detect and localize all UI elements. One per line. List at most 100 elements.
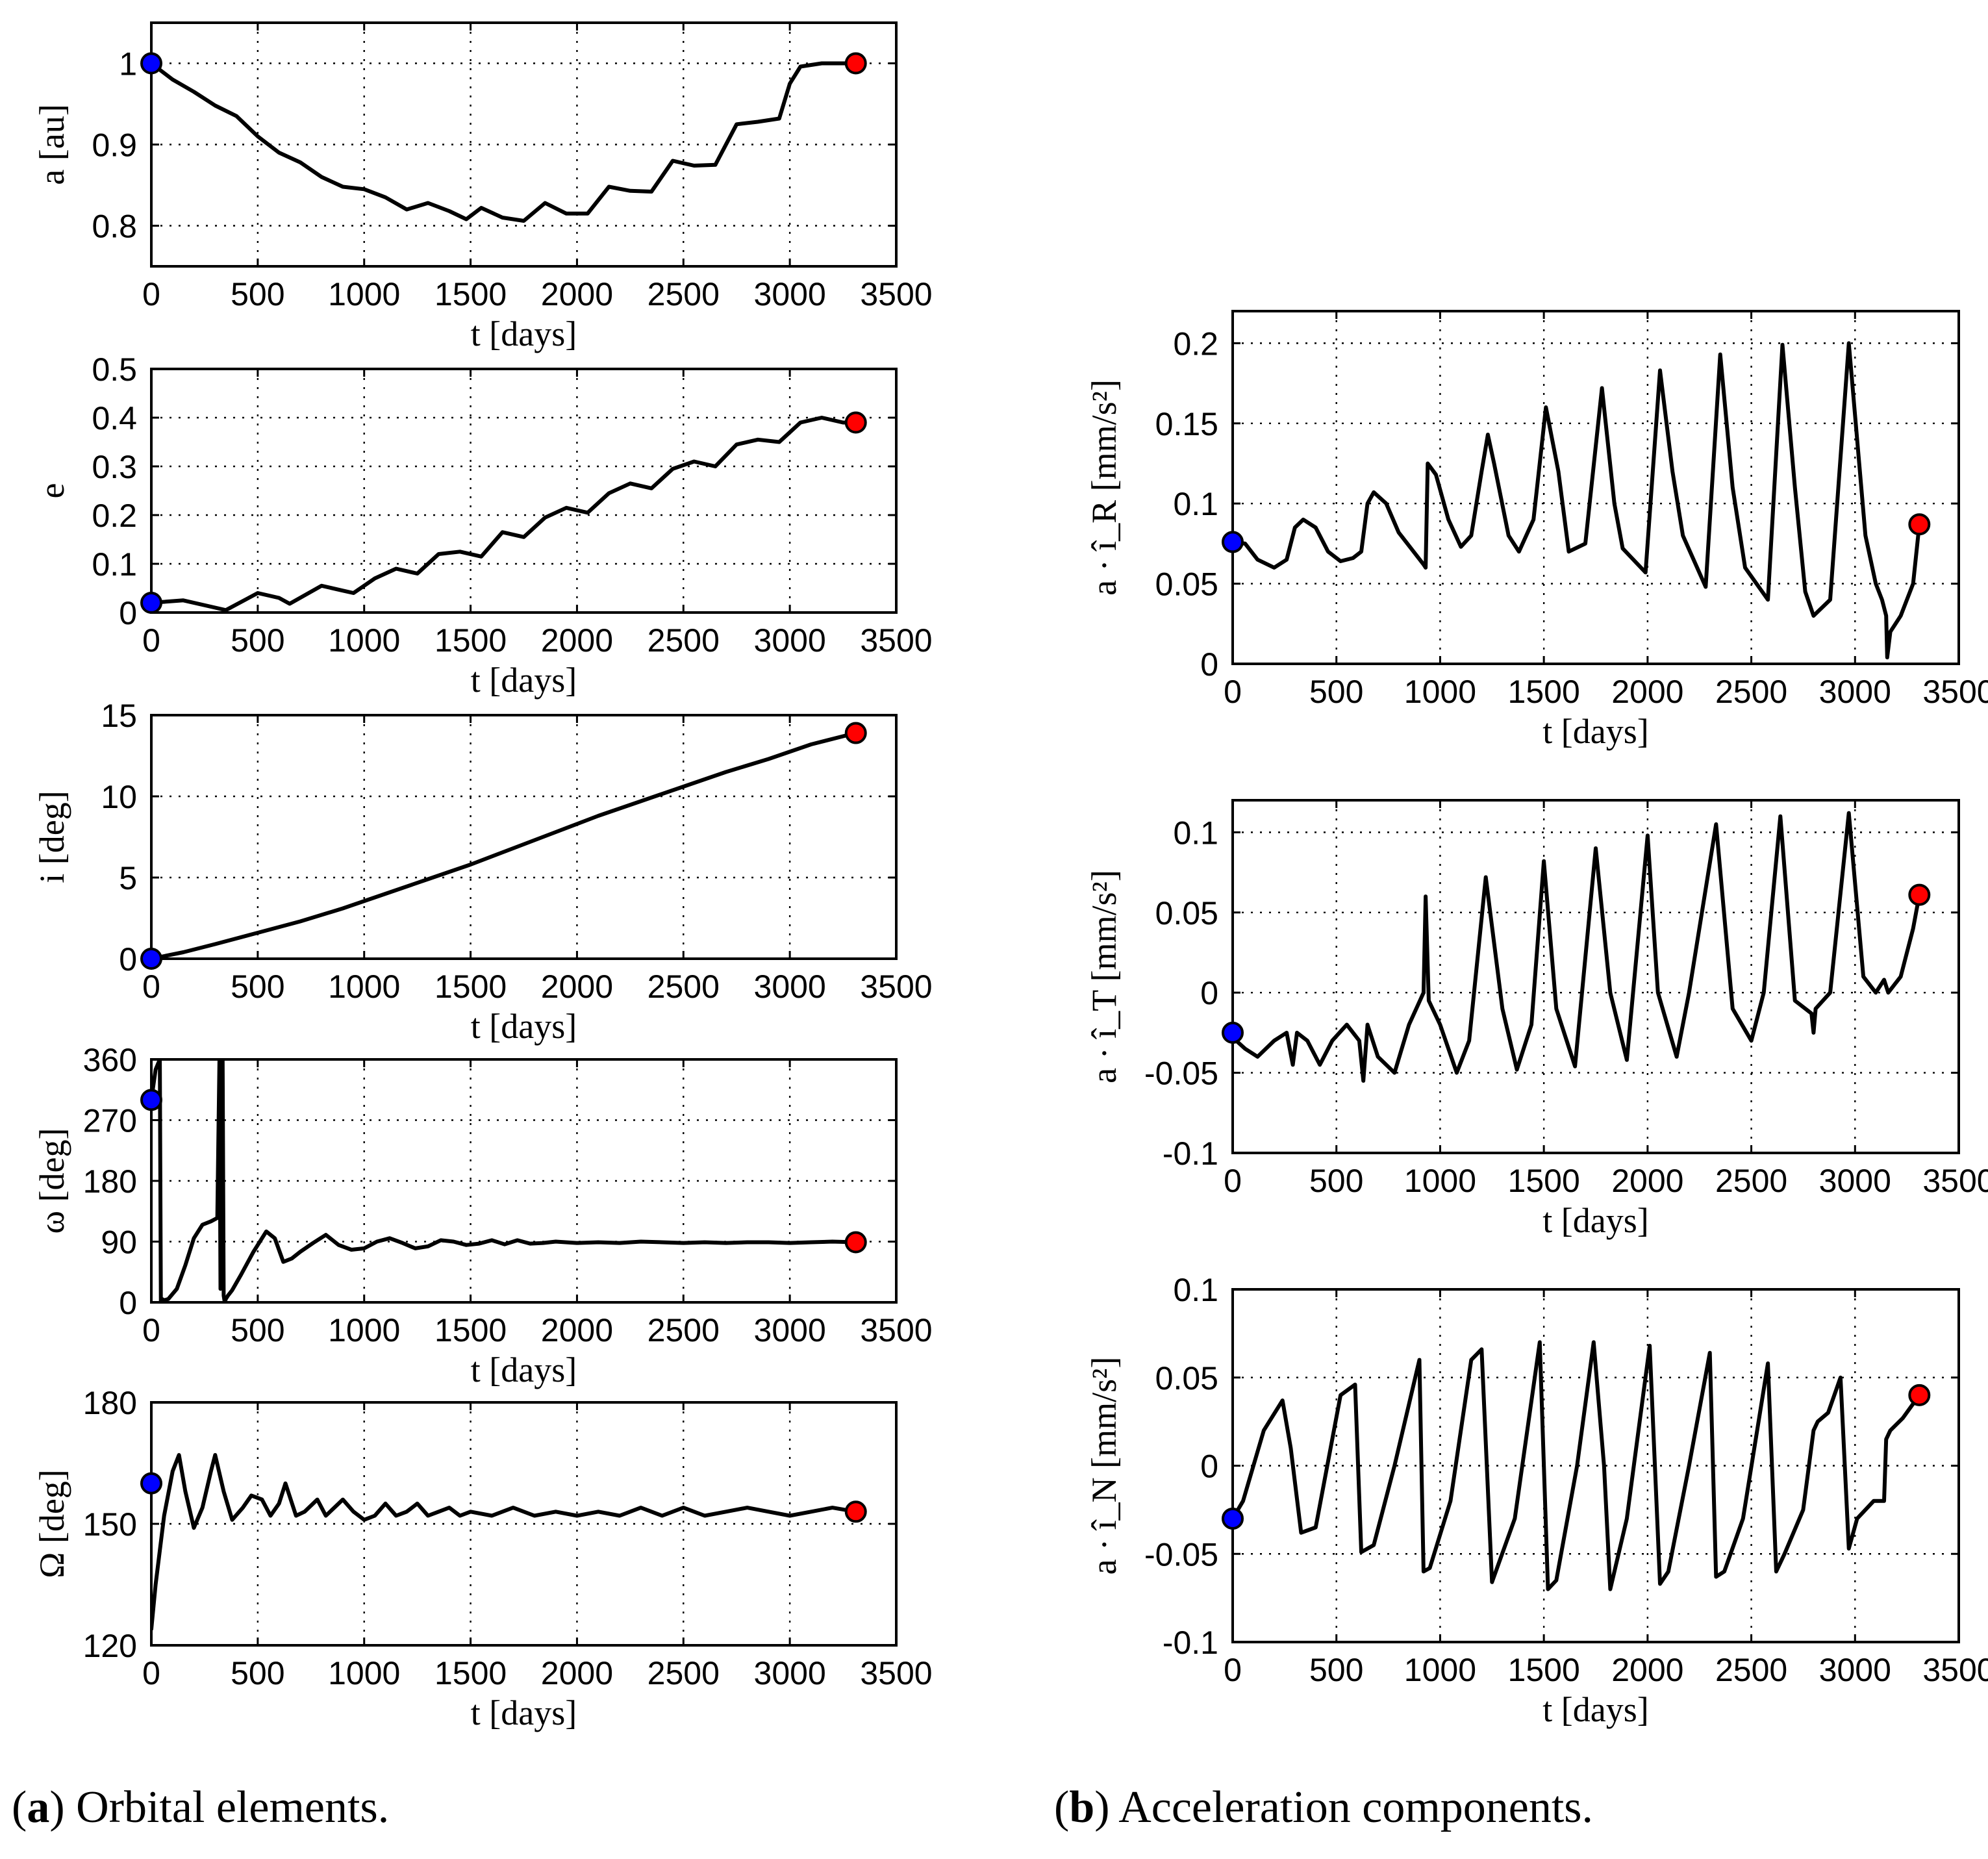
chart-sma: 0 500 1000 1500 2000 2500 3000 3500 0.8 0.9 1 t [da… (32, 21, 933, 353)
x-tick-label: 500 (231, 276, 284, 312)
series-line-raan (151, 1453, 858, 1632)
x-tick-label: 2000 (1611, 674, 1683, 710)
x-tick-label: 2000 (541, 622, 613, 659)
x-tick-label: 3500 (860, 276, 932, 312)
x-tick-label: 3500 (1922, 1163, 1988, 1199)
y-tick-label: 0.05 (1155, 895, 1218, 931)
x-axis-label: t [days] (1542, 1690, 1648, 1729)
x-tick-label: 2500 (648, 276, 720, 312)
x-tick-label: 1500 (434, 622, 507, 659)
x-tick-label: 2500 (648, 968, 720, 1005)
y-tick-label: 0.9 (92, 127, 137, 164)
x-tick-label: 1000 (1404, 674, 1476, 710)
end-marker (1908, 883, 1931, 906)
chart-raan: 0 500 1000 1500 2000 2500 3000 3500 120 150 180 t [… (32, 1385, 933, 1732)
x-tick-label: 3500 (860, 968, 932, 1005)
axes-frame (1231, 310, 1960, 665)
x-tick-label: 1000 (1404, 1652, 1476, 1688)
y-tick-label: 5 (119, 860, 137, 896)
chart-inc: 0 500 1000 1500 2000 2500 3000 3500 0 5 10 15 t [day… (32, 698, 933, 1046)
y-axis-label: a · î_T [mm/s²] (1085, 870, 1124, 1083)
x-tick-label: 3500 (860, 1312, 932, 1348)
axes-frame (150, 714, 898, 960)
y-tick-label: -0.05 (1144, 1056, 1218, 1092)
x-axis-label: t [days] (1542, 1201, 1648, 1240)
y-tick-label: 0.15 (1155, 406, 1218, 442)
axes-frame (150, 1401, 898, 1647)
x-tick-label: 2000 (541, 1655, 613, 1691)
series-line-inc (151, 731, 858, 959)
end-marker (1908, 1384, 1931, 1406)
caption-acceleration-components: (b) Acceleration components. (1054, 1782, 1593, 1832)
y-tick-label: 0.2 (1173, 325, 1218, 362)
series-line-sma (151, 61, 858, 223)
y-tick-label: 180 (83, 1385, 137, 1421)
y-tick-label: 0.2 (92, 498, 137, 534)
chart-accR: 0 500 1000 1500 2000 2500 3000 3500 0 0.05 0.1 0.15… (1085, 310, 1988, 751)
y-axis-label: i [deg] (32, 790, 71, 883)
series-line-argp (151, 1059, 858, 1302)
y-tick-label: 180 (83, 1163, 137, 1200)
x-tick-label: 2500 (1715, 674, 1787, 710)
y-axis-label: e (32, 483, 71, 499)
x-tick-label: 2500 (1715, 1163, 1787, 1199)
y-tick-label: 1 (119, 46, 137, 82)
x-tick-label: 2500 (1715, 1652, 1787, 1688)
start-marker (1222, 1507, 1244, 1530)
y-tick-label: 360 (83, 1042, 137, 1078)
x-axis-label: t [days] (471, 1350, 577, 1389)
axes-frame (150, 21, 898, 268)
series-line-ecc (151, 416, 858, 613)
axes-frame (1231, 799, 1960, 1154)
start-marker (140, 948, 162, 970)
x-axis-label: t [days] (1542, 712, 1648, 751)
x-tick-label: 3000 (1819, 674, 1891, 710)
x-tick-label: 1000 (328, 622, 400, 659)
x-tick-label: 500 (1309, 674, 1363, 710)
axes-frame (1231, 1288, 1960, 1643)
y-tick-label: 120 (83, 1628, 137, 1664)
y-axis-label: ω [deg] (32, 1128, 71, 1234)
y-tick-label: -0.1 (1163, 1625, 1218, 1661)
caption-orbital-elements: (a) Orbital elements. (12, 1782, 389, 1832)
y-tick-label: 0.05 (1155, 566, 1218, 603)
x-tick-label: 3000 (754, 276, 826, 312)
x-tick-label: 1500 (434, 276, 507, 312)
x-tick-label: 3000 (1819, 1652, 1891, 1688)
x-tick-label: 1500 (434, 968, 507, 1005)
x-tick-label: 1000 (328, 1312, 400, 1348)
x-axis-label: t [days] (471, 1007, 577, 1046)
y-tick-label: 0 (119, 941, 137, 978)
x-tick-label: 3500 (860, 622, 932, 659)
y-tick-label: 0.1 (1173, 815, 1218, 851)
x-tick-label: 0 (142, 622, 160, 659)
x-tick-label: 3500 (1922, 674, 1988, 710)
start-marker (1222, 531, 1244, 553)
chart-accN: 0 500 1000 1500 2000 2500 3000 3500 -0.1 -0.05 0 0.… (1085, 1272, 1988, 1729)
x-axis-label: t [days] (471, 314, 577, 353)
y-tick-label: 0.05 (1155, 1360, 1218, 1397)
x-tick-label: 500 (231, 1655, 284, 1691)
x-tick-label: 3000 (754, 622, 826, 659)
x-tick-label: 3500 (1922, 1652, 1988, 1688)
x-tick-label: 0 (142, 1655, 160, 1691)
x-tick-label: 3000 (754, 1312, 826, 1348)
x-tick-label: 1000 (328, 1655, 400, 1691)
y-tick-label: 15 (101, 698, 137, 734)
x-tick-label: 3000 (754, 968, 826, 1005)
y-tick-label: -0.05 (1144, 1536, 1218, 1573)
chart-accT: 0 500 1000 1500 2000 2500 3000 3500 -0.1 -0.05 0 0.… (1085, 799, 1988, 1240)
chart-argp: 0 500 1000 1500 2000 2500 3000 3500 0 90 180 270 360… (32, 1042, 933, 1389)
series-line-accR (1233, 341, 1922, 660)
x-tick-label: 2000 (541, 276, 613, 312)
y-axis-label: a [au] (32, 104, 71, 184)
x-tick-label: 0 (142, 276, 160, 312)
end-marker (844, 52, 867, 75)
x-tick-label: 1000 (328, 968, 400, 1005)
x-tick-label: 1500 (434, 1312, 507, 1348)
y-tick-label: 150 (83, 1506, 137, 1543)
x-axis-label: t [days] (471, 661, 577, 700)
x-tick-label: 500 (231, 622, 284, 659)
end-marker (844, 1500, 867, 1523)
y-tick-label: 0.1 (1173, 1272, 1218, 1308)
